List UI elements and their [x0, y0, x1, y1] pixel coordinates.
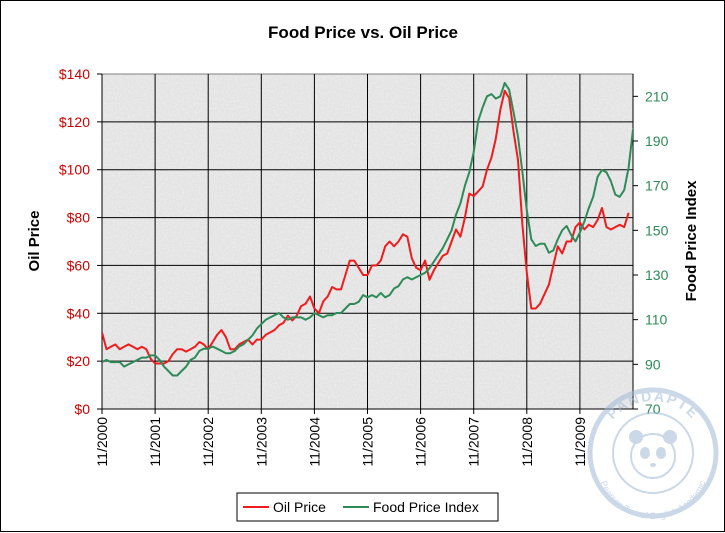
- y-right-tick-label: 110: [645, 312, 668, 328]
- x-tick-label: 11/2001: [147, 417, 163, 467]
- y-left-tick-label: $40: [67, 305, 91, 321]
- y-left-axis-title: Oil Price: [26, 211, 43, 272]
- x-tick-label: 11/2005: [360, 417, 376, 467]
- y-left-tick-label: $120: [59, 114, 90, 130]
- chart-title: Food Price vs. Oil Price: [268, 23, 458, 42]
- legend-label-food-price-index: Food Price Index: [373, 499, 479, 515]
- y-right-tick-label: 170: [645, 178, 669, 194]
- series-line-food-price-index: [102, 81, 633, 377]
- x-tick-label: 11/2003: [253, 417, 269, 467]
- y-right-tick-label: 150: [645, 222, 669, 238]
- x-tick-label: 11/2009: [572, 417, 588, 467]
- x-tick-label: 11/2000: [94, 417, 110, 467]
- y-left-tick-label: $140: [59, 66, 90, 82]
- series-line-oil-price: [102, 89, 630, 365]
- y-left-tick-label: $20: [67, 353, 91, 369]
- x-tick-label: 11/2006: [413, 417, 429, 467]
- y-left-tick-label: $60: [67, 257, 91, 273]
- panda-icon: [629, 430, 677, 479]
- y-right-axis-title: Food Price Index: [683, 180, 700, 302]
- y-right-tick-label: 190: [645, 133, 669, 149]
- y-right-tick-label: 210: [645, 88, 669, 104]
- y-right-tick-label: 90: [645, 356, 661, 372]
- x-tick-label: 11/2002: [200, 417, 216, 467]
- y-right-tick-label: 130: [645, 267, 669, 283]
- series-lines: [102, 81, 633, 377]
- tick-labels: 11/2000 11/2001 11/2002 11/2003 11/2004 11/20…: [59, 66, 669, 467]
- legend-label-oil-price: Oil Price: [273, 499, 326, 515]
- watermark-subtitle: Pearson Test of English Academic: [599, 479, 708, 521]
- x-tick-label: 11/2004: [306, 417, 322, 467]
- y-left-tick-label: $80: [67, 210, 91, 226]
- svg-text:Pearson Test of English Academ: Pearson Test of English Academic: [599, 479, 708, 521]
- y-left-tick-label: $0: [74, 401, 90, 417]
- y-left-tick-label: $100: [59, 162, 90, 178]
- x-tick-label: 11/2008: [519, 417, 535, 467]
- x-tick-label: 11/2007: [466, 417, 482, 467]
- legend: Oil Price Food Price Index: [236, 492, 499, 522]
